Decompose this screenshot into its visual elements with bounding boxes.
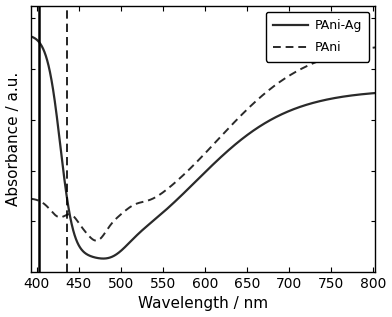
PAni: [363, 47, 368, 51]
PAni: [300, 66, 305, 70]
PAni: [373, 45, 378, 49]
PAni: [196, 158, 201, 162]
PAni: [46, 206, 51, 210]
PAni-Ag: [29, 35, 33, 38]
PAni-Ag: [187, 186, 192, 190]
Legend: PAni-Ag, PAni: PAni-Ag, PAni: [266, 12, 369, 61]
PAni-Ag: [363, 92, 368, 96]
PAni: [363, 47, 368, 51]
PAni-Ag: [373, 91, 378, 95]
PAni: [94, 239, 98, 243]
PAni-Ag: [300, 104, 305, 108]
Y-axis label: Absorbance / a.u.: Absorbance / a.u.: [5, 72, 20, 206]
Line: PAni-Ag: PAni-Ag: [31, 36, 376, 259]
PAni-Ag: [101, 257, 105, 261]
X-axis label: Wavelength / nm: Wavelength / nm: [138, 296, 268, 311]
PAni-Ag: [196, 177, 201, 180]
Line: PAni: PAni: [31, 47, 376, 241]
PAni: [187, 167, 192, 171]
PAni-Ag: [46, 64, 51, 68]
PAni: [29, 197, 33, 201]
PAni-Ag: [363, 92, 368, 96]
